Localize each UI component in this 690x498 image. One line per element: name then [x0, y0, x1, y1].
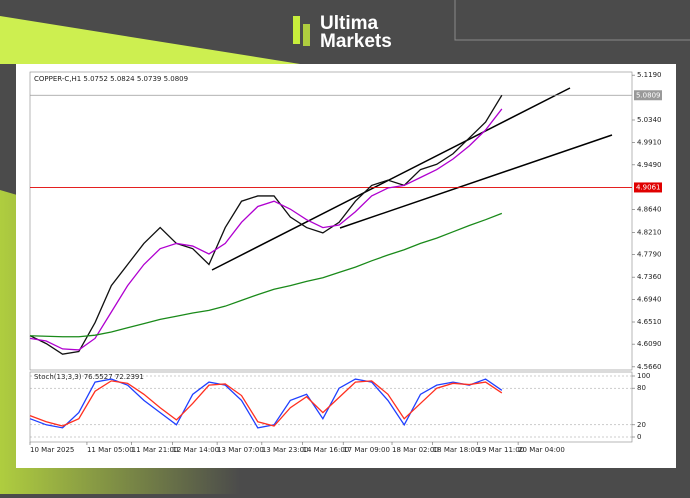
series-line	[29, 212, 503, 338]
x-tick-label: 13 Mar 23:00	[262, 446, 309, 454]
y-tick-label: 4.9490	[637, 161, 662, 169]
decor	[454, 0, 690, 41]
y-tick-label: 0	[637, 433, 641, 441]
chart-title: COPPER-C,H1 5.0752 5.0824 5.0739 5.0809	[34, 75, 188, 83]
y-tick-label: 5.1190	[637, 71, 662, 79]
frame	[29, 371, 633, 443]
y-tick-label: 4.7790	[637, 250, 662, 258]
x-tick-label: 11 Mar 21:00	[132, 446, 179, 454]
x-tick-label: 14 Mar 16:00	[303, 446, 350, 454]
y-tick-label: 100	[637, 372, 650, 380]
trendline	[211, 87, 571, 271]
x-tick-label: 20 Mar 04:00	[518, 446, 565, 454]
series-line	[29, 108, 503, 351]
x-tick-label: 10 Mar 2025	[30, 446, 74, 454]
series-line	[29, 94, 503, 355]
x-tick-label: 18 Mar 02:00	[392, 446, 439, 454]
y-tick-label: 4.6510	[637, 318, 662, 326]
brand: Markets	[320, 31, 392, 52]
price-label-box	[634, 182, 662, 193]
price-label: 5.0809	[636, 91, 661, 99]
y-tick-label: 4.8640	[637, 206, 662, 214]
chart-title: Stoch(13,3,3) 76.5527 72.2391	[34, 373, 144, 381]
y-tick-label: 4.5660	[637, 363, 662, 371]
frame	[29, 71, 633, 371]
logo-icon	[293, 16, 300, 44]
trendline	[339, 134, 613, 229]
logo-icon	[303, 24, 310, 46]
y-tick-label: 4.9910	[637, 139, 662, 147]
y-tick-label: 4.7360	[637, 273, 662, 281]
y-tick-label: 4.6090	[637, 340, 662, 348]
y-tick-label: 4.6940	[637, 295, 662, 303]
x-tick-label: 19 Mar 11:00	[477, 446, 524, 454]
x-tick-label: 12 Mar 14:00	[172, 446, 219, 454]
x-tick-label: 11 Mar 05:00	[87, 446, 134, 454]
series-line	[29, 380, 503, 427]
panel	[16, 64, 676, 468]
price-label: 4.9061	[636, 183, 661, 191]
x-tick-label: 18 Mar 18:00	[433, 446, 480, 454]
x-tick-label: 17 Mar 09:00	[343, 446, 390, 454]
y-tick-label: 20	[637, 421, 646, 429]
y-tick-label: 4.8210	[637, 228, 662, 236]
y-tick-label: 80	[637, 384, 646, 392]
price-label-box	[634, 90, 662, 101]
x-tick-label: 13 Mar 07:00	[217, 446, 264, 454]
y-tick-label: 5.0340	[637, 116, 662, 124]
series-line	[29, 378, 503, 429]
decor	[0, 16, 300, 64]
brand: Ultima	[320, 13, 379, 34]
